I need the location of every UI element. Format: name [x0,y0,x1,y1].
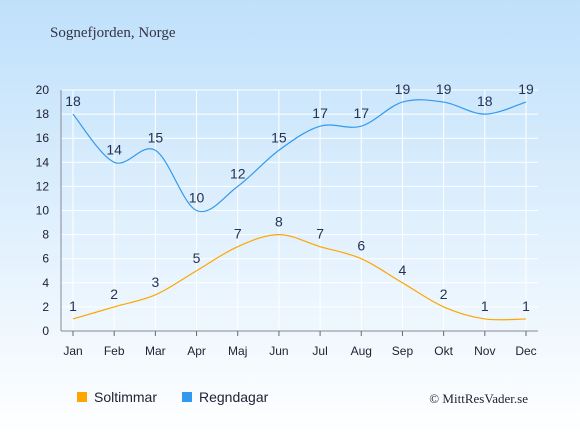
y-axis: 0 2 4 6 8 10 12 14 16 18 20 [36,83,50,338]
y-tick-label: 8 [42,228,49,242]
y-tick-label: 0 [42,324,49,338]
legend-label-regndagar: Regndagar [199,389,269,405]
data-label-soltimmar: 2 [440,286,448,302]
data-label-regndagar: 12 [230,165,246,181]
y-tick-label: 18 [36,107,50,121]
data-label-soltimmar: 7 [316,226,324,242]
legend: Soltimmar Regndagar [77,389,269,405]
data-label-soltimmar: 1 [481,298,489,314]
x-tick-label: Mar [145,344,166,358]
x-tick-label: Apr [187,344,206,358]
data-label-soltimmar: 8 [275,214,283,230]
data-label-soltimmar: 4 [399,262,407,278]
y-tick-label: 12 [36,179,50,193]
x-tick-label: Sep [392,344,414,358]
y-tick-label: 6 [42,252,49,266]
chart-title: Sognefjorden, Norge [50,25,176,41]
y-tick-label: 2 [42,300,49,314]
data-label-regndagar: 17 [353,105,369,121]
x-axis: Jan Feb Mar Apr Maj Jun Jul Aug Sep Okt Nov Dec [63,331,537,358]
data-label-soltimmar: 3 [151,274,159,290]
data-label-regndagar: 15 [148,129,164,145]
series-line-soltimmar [72,233,527,321]
y-tick-label: 20 [36,83,50,97]
data-label-regndagar: 19 [518,81,534,97]
data-label-regndagar: 19 [436,81,452,97]
y-tick-label: 4 [42,276,49,290]
y-tick-label: 16 [36,131,50,145]
legend-label-soltimmar: Soltimmar [94,389,157,405]
legend-swatch-regndagar [182,392,192,402]
data-label-soltimmar: 1 [522,298,530,314]
data-label-soltimmar: 7 [234,226,242,242]
data-label-soltimmar: 1 [69,298,77,314]
series-line-regndagar [72,99,527,213]
y-tick-label: 10 [36,204,50,218]
data-label-regndagar: 10 [189,190,205,206]
data-label-soltimmar: 5 [193,250,201,266]
x-tick-label: Jun [269,344,288,358]
y-tick-label: 14 [36,155,50,169]
grid [60,89,538,332]
series-lines [72,99,527,321]
legend-swatch-soltimmar [77,392,87,402]
x-tick-label: Okt [434,344,453,358]
data-label-regndagar: 17 [312,105,328,121]
data-label-soltimmar: 6 [357,238,365,254]
x-tick-label: Jul [312,344,327,358]
x-tick-label: Jan [63,344,82,358]
x-tick-label: Aug [351,344,372,358]
x-tick-label: Nov [474,344,495,358]
data-label-regndagar: 14 [106,141,122,157]
x-tick-label: Feb [104,344,125,358]
data-label-regndagar: 15 [271,129,287,145]
data-label-soltimmar: 2 [110,286,118,302]
copyright-text: © MittResVader.se [429,391,528,406]
x-tick-label: Maj [228,344,247,358]
data-label-regndagar: 19 [395,81,411,97]
x-tick-label: Dec [515,344,536,358]
data-label-regndagar: 18 [65,93,81,109]
data-label-regndagar: 18 [477,93,493,109]
